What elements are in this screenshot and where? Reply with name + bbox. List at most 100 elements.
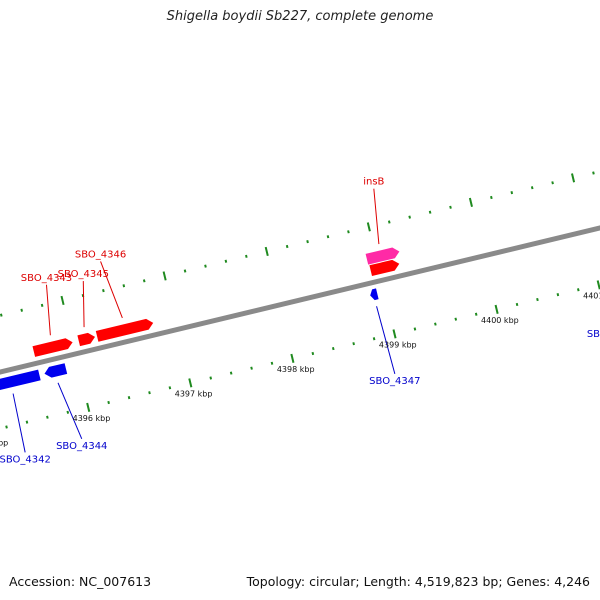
major-tick (188, 378, 193, 388)
map-title: Shigella boydii Sb227, complete genome (166, 9, 434, 24)
leader-line (373, 188, 380, 245)
minor-tick (102, 289, 105, 293)
tick-label: 4395 kbp (0, 439, 8, 448)
minor-tick (5, 425, 8, 429)
sbo-4343-feature (32, 338, 73, 357)
minor-tick (46, 415, 49, 419)
minor-tick (250, 366, 253, 370)
tick-label: 4400 kbp (481, 316, 519, 325)
gene-feature (369, 259, 400, 276)
gene-label: SBO_4344 (56, 441, 107, 452)
gene-label: SBO_4349 (587, 329, 600, 340)
sbo-4344-feature (44, 363, 68, 378)
minor-tick (306, 240, 309, 244)
gene-label: SBO_4343 (21, 273, 72, 284)
leader-line (82, 281, 85, 328)
minor-tick (556, 293, 560, 297)
minor-tick (127, 396, 131, 400)
minor-tick (474, 312, 478, 316)
tick-label: 4398 kbp (277, 365, 315, 374)
minor-tick (536, 297, 539, 302)
outer-tick-track (0, 171, 595, 317)
minor-tick (490, 195, 493, 200)
minor-tick (168, 386, 172, 390)
minor-tick (428, 210, 432, 214)
minor-tick (142, 279, 146, 283)
sbo-4342-feature (0, 369, 41, 391)
minor-tick (347, 230, 350, 234)
minor-tick (331, 346, 335, 351)
major-tick (290, 353, 295, 363)
sbo-4347-feature (370, 288, 379, 301)
label-leader-lines (12, 188, 396, 453)
minor-tick (224, 259, 228, 263)
minor-tick (245, 254, 248, 258)
minor-tick (434, 322, 437, 326)
minor-tick (413, 327, 417, 331)
minor-tick (107, 400, 110, 405)
minor-tick (285, 244, 289, 249)
tick-label: 4401 kbp (583, 291, 600, 300)
tick-label: 4399 kbp (379, 340, 417, 349)
genome-backbone (0, 225, 600, 375)
minor-tick (0, 313, 3, 317)
gene-label: SBO_4347 (369, 376, 420, 387)
gene-label: SBO_4345 (58, 269, 109, 280)
major-tick (366, 222, 371, 232)
minor-tick (209, 376, 213, 380)
sbo-4345-feature (77, 332, 95, 347)
gene-label: insB (363, 177, 384, 188)
minor-tick (66, 410, 70, 414)
tick-label: 4397 kbp (175, 390, 213, 399)
inner-tick-track (5, 280, 600, 429)
minor-tick (551, 181, 554, 185)
minor-tick (122, 284, 126, 288)
leader-line (57, 382, 83, 439)
major-tick (468, 197, 473, 208)
major-tick (86, 402, 91, 413)
major-tick (60, 295, 65, 306)
major-tick (162, 271, 167, 281)
major-tick (494, 304, 499, 314)
minor-tick (183, 269, 187, 273)
sbo-4346-feature (95, 318, 154, 342)
minor-tick (148, 391, 151, 395)
leader-line (45, 284, 51, 336)
minor-tick (592, 171, 595, 175)
minor-tick (372, 337, 376, 341)
minor-tick (454, 317, 458, 321)
minor-tick (311, 351, 315, 356)
major-tick (596, 280, 600, 290)
tick-label: 4396 kbp (73, 414, 111, 423)
minor-tick (387, 220, 391, 224)
minor-tick (229, 371, 233, 375)
minor-tick (449, 205, 452, 209)
minor-tick (326, 235, 330, 239)
minor-tick (40, 303, 44, 307)
gene-label: SBO_4346 (75, 249, 126, 260)
major-tick (264, 246, 269, 257)
major-tick (571, 173, 576, 183)
major-tick (392, 329, 397, 339)
minor-tick (204, 264, 207, 268)
feature-track (0, 247, 400, 391)
minor-tick (270, 361, 274, 365)
leader-line (376, 306, 396, 375)
minor-tick (20, 308, 24, 312)
leader-line (100, 261, 123, 319)
minor-tick (25, 420, 29, 424)
minor-tick (408, 215, 411, 219)
minor-tick (576, 288, 580, 292)
topology-text: Topology: circular; Length: 4,519,823 bp… (246, 574, 590, 589)
insb-feature (365, 247, 400, 265)
minor-tick (352, 342, 355, 346)
leader-line (12, 393, 26, 453)
gene-label: SBO_4342 (0, 454, 51, 465)
minor-tick (510, 190, 514, 195)
accession-text: Accession: NC_007613 (9, 574, 152, 589)
minor-tick (530, 186, 534, 190)
minor-tick (515, 302, 519, 307)
